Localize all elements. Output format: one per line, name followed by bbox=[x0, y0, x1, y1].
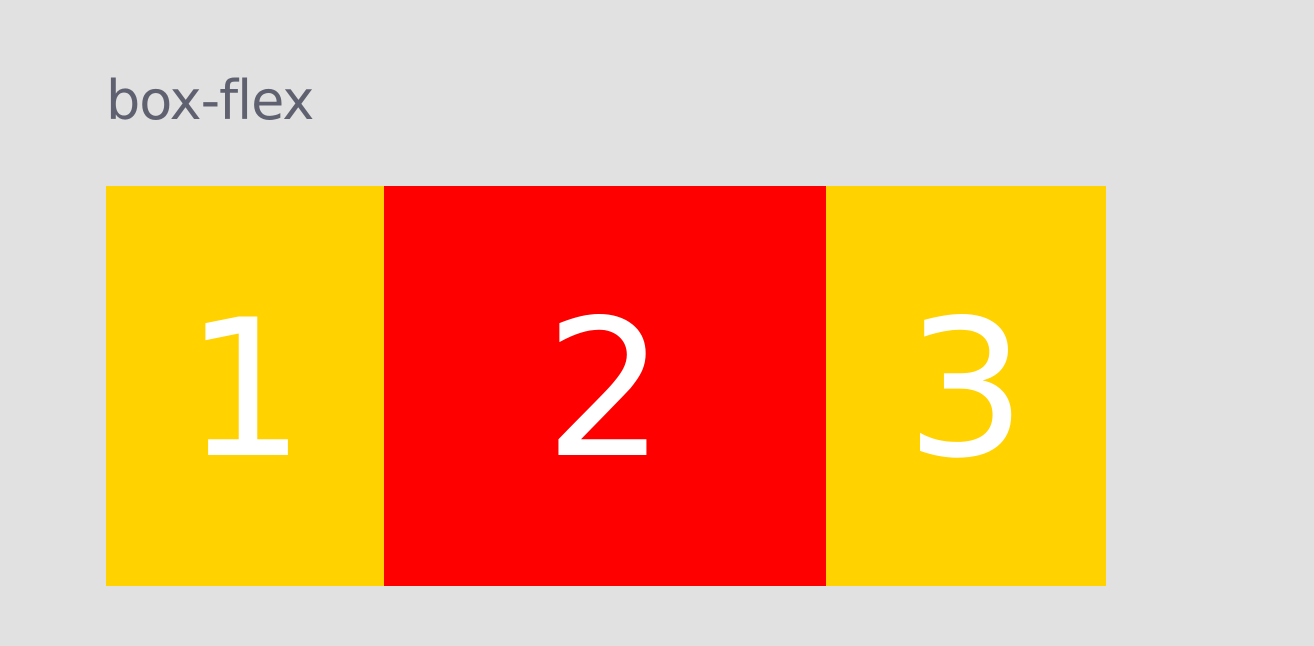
flex-box-3-label: 3 bbox=[905, 279, 1027, 500]
flex-box-3: 3 bbox=[826, 186, 1106, 586]
flex-box-2-label: 2 bbox=[544, 279, 666, 500]
flex-container: 1 2 3 bbox=[106, 186, 1106, 586]
flex-box-1: 1 bbox=[106, 186, 384, 586]
flex-box-1-label: 1 bbox=[184, 279, 306, 500]
flex-box-2: 2 bbox=[384, 186, 826, 586]
page-title: box-flex bbox=[106, 69, 314, 132]
